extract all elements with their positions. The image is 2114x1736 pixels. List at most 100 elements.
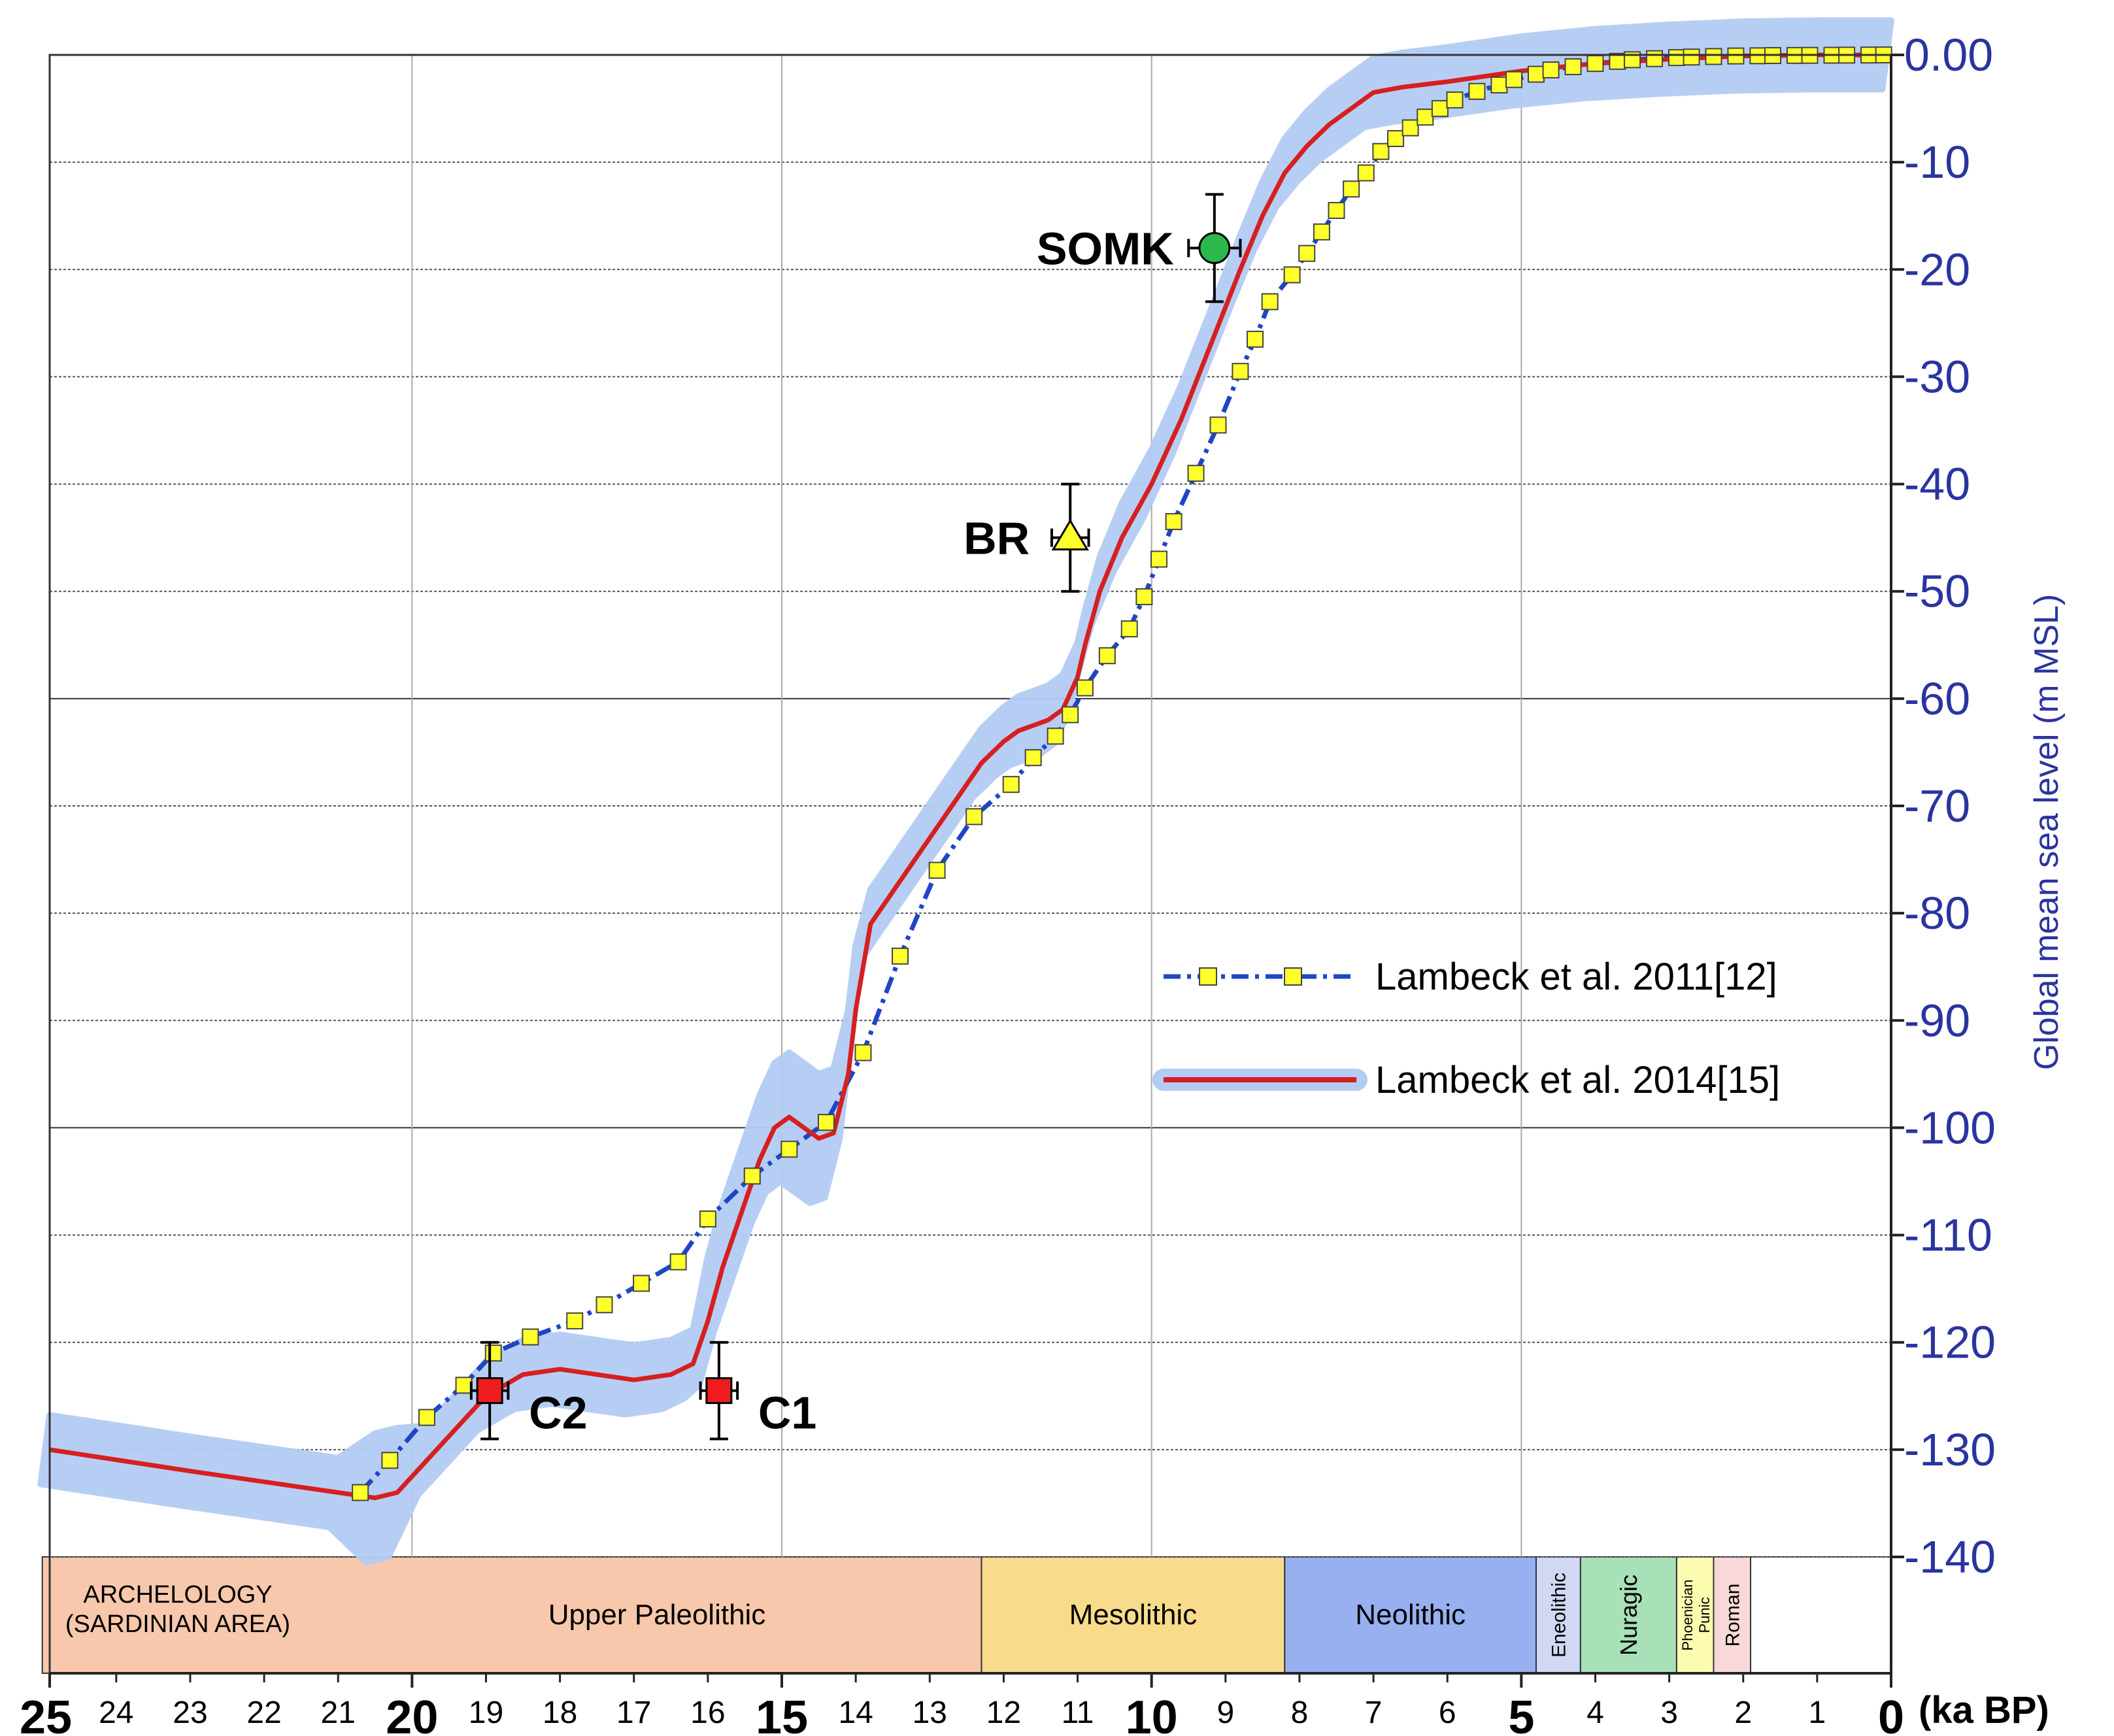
x-minor-label-16: 16	[690, 1695, 725, 1730]
series-2011-marker-0	[352, 1484, 369, 1501]
x-minor-label-11: 11	[1062, 1695, 1094, 1730]
x-major-label-25: 25	[20, 1692, 72, 1736]
period-empty	[1750, 1556, 1892, 1674]
legend: Lambeck et al. 2011[12] Lambeck et al. 20…	[1152, 956, 1780, 1101]
y-tick-label-9: -90	[1904, 995, 1970, 1046]
series-2011-marker-37	[1343, 180, 1360, 198]
series-2011-marker-25	[1135, 588, 1153, 605]
period-label-1: Mesolithic	[1069, 1599, 1198, 1631]
legend-2011-marker-0	[1199, 967, 1217, 986]
series-2011-marker-39	[1372, 142, 1390, 160]
x-minor-label-8: 8	[1291, 1695, 1309, 1730]
period-1	[981, 1556, 1286, 1674]
x-minor-label-14: 14	[838, 1695, 873, 1730]
period-label-6: Roman	[1722, 1584, 1743, 1647]
x-minor-label-6: 6	[1439, 1695, 1456, 1730]
uncertainty-band	[37, 17, 1894, 1566]
series-2011-marker-56	[1683, 48, 1700, 66]
series-2011-marker-23	[1098, 647, 1116, 665]
series-2011-marker-51	[1586, 55, 1604, 73]
series-2011-marker-17	[965, 808, 983, 826]
sample-c1-marker	[705, 1377, 733, 1405]
x-minor-label-22: 22	[246, 1695, 281, 1730]
x-minor-label-24: 24	[99, 1695, 133, 1730]
series-2011-marker-43	[1431, 100, 1449, 118]
y-tick-label-10: -100	[1904, 1102, 1996, 1153]
series-2011-marker-28	[1187, 465, 1205, 482]
series-2011-marker-21	[1062, 706, 1079, 724]
series-2011-marker-50	[1564, 58, 1582, 76]
sample-c1-label: C1	[758, 1388, 816, 1439]
y-tick-label-12: -120	[1904, 1317, 1996, 1368]
period-4	[1579, 1556, 1677, 1674]
y-tick-label-4: -40	[1904, 459, 1970, 510]
y-tick-label-1: -10	[1904, 137, 1970, 188]
series-2011-marker-54	[1645, 50, 1663, 67]
series-2011-marker-26	[1150, 550, 1167, 568]
series-2011-marker-15	[892, 947, 909, 965]
series-2011-marker-46	[1490, 76, 1508, 93]
x-minor-label-19: 19	[469, 1695, 503, 1730]
series-2011-marker-13	[817, 1114, 835, 1131]
series-2011-marker-9	[669, 1253, 687, 1271]
series-2011-marker-33	[1283, 266, 1301, 284]
period-label-4: Nuragic	[1615, 1575, 1642, 1656]
series-2011-marker-20	[1047, 727, 1064, 745]
series-2011-marker-55	[1668, 49, 1685, 67]
series-2011-marker-32	[1261, 293, 1279, 310]
series-2011-marker-6	[566, 1312, 584, 1329]
period-label-3: Eneolithic	[1548, 1573, 1569, 1658]
sample-c2: C2	[469, 1341, 588, 1441]
axes: 0.00 -10 -20 -30 -40 -50 -60 -70 -80 -90 -100 -110 -…	[20, 29, 2066, 1736]
legend-entry-2011: Lambeck et al. 2011[12]	[1164, 956, 1777, 998]
series-2011-marker-30	[1232, 363, 1249, 380]
x-minor-label-12: 12	[986, 1695, 1021, 1730]
x-major-label-5: 5	[1508, 1692, 1534, 1736]
sample-br: BR	[964, 482, 1090, 593]
sample-br-label: BR	[964, 513, 1030, 564]
series-2011-marker-31	[1247, 330, 1264, 348]
period-label-5-line1: Phoenician	[1679, 1580, 1696, 1651]
sample-c2-label: C2	[529, 1388, 587, 1439]
x-major-label-10: 10	[1126, 1692, 1178, 1736]
period-label-5-line2: Punic	[1696, 1597, 1713, 1633]
series-2011-marker-52	[1609, 52, 1626, 70]
series-2011-marker-45	[1468, 82, 1486, 100]
series-2011-marker-7	[596, 1296, 613, 1314]
series-2011-marker-29	[1209, 416, 1227, 434]
band-2014	[37, 17, 1894, 1566]
series-2011-marker-14	[854, 1044, 872, 1061]
sample-br-marker	[1051, 518, 1089, 551]
x-major-label-0: 0	[1878, 1692, 1904, 1736]
y-tick-label-5: -50	[1904, 566, 1970, 617]
x-minor-label-4: 4	[1586, 1695, 1604, 1730]
series-2011-marker-49	[1542, 61, 1560, 78]
series-2011-marker-11	[743, 1167, 761, 1185]
series-2011-marker-40	[1387, 130, 1405, 148]
period-0	[41, 1556, 982, 1674]
plot-frame	[48, 54, 1892, 1675]
x-major-label-15: 15	[756, 1692, 808, 1736]
y-tick-label-14: -140	[1904, 1531, 1996, 1582]
x-minor-label-17: 17	[616, 1695, 651, 1730]
samples: SOMK BR C2 C1	[469, 193, 1242, 1441]
y-tick-label-3: -30	[1904, 351, 1970, 402]
series-2011-marker-16	[928, 861, 946, 879]
x-axis-label: (ka BP)	[1919, 1689, 2049, 1731]
x-minor-label-2: 2	[1734, 1695, 1752, 1730]
legend-entry-2014: Lambeck et al. 2014[15]	[1152, 1059, 1780, 1101]
series-2011-marker-47	[1505, 71, 1523, 88]
x-minor-label-1: 1	[1809, 1695, 1826, 1730]
series-2011-marker-58	[1727, 47, 1745, 65]
series-2011-marker-10	[699, 1210, 716, 1227]
series-2011-marker-42	[1417, 108, 1434, 126]
series-2014-line	[49, 52, 1891, 1501]
x-major-label-20: 20	[386, 1692, 438, 1736]
sample-c1: C1	[699, 1341, 816, 1441]
period-label-2: Neolithic	[1355, 1599, 1466, 1631]
x-minor-label-23: 23	[173, 1695, 207, 1730]
archaeology-periods: Upper Paleolithic Mesolithic Neolithic Eneo…	[41, 1556, 1892, 1674]
archaeology-title-line1: ARCHELOLOGY	[83, 1581, 272, 1609]
series-2011-marker-8	[633, 1275, 650, 1292]
